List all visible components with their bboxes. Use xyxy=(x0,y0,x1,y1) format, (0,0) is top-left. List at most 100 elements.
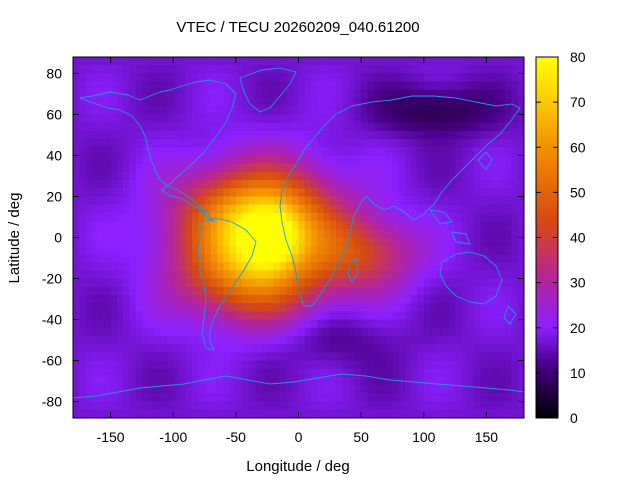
heatmap-cell xyxy=(148,81,156,91)
y-tick-label: 60 xyxy=(46,106,62,122)
heatmap-cell xyxy=(505,130,513,140)
heatmap-cell xyxy=(185,311,193,321)
heatmap-cell xyxy=(379,114,387,124)
heatmap-cell xyxy=(411,393,419,403)
heatmap-cell xyxy=(373,303,381,312)
heatmap-cell xyxy=(292,262,300,271)
heatmap-cell xyxy=(511,81,519,91)
heatmap-cell xyxy=(354,319,362,329)
heatmap-cell xyxy=(417,360,425,370)
heatmap-cell xyxy=(398,188,406,198)
heatmap-cell xyxy=(123,393,130,403)
heatmap-cell xyxy=(210,196,218,206)
heatmap-cell xyxy=(329,196,337,206)
heatmap-cell xyxy=(298,180,306,189)
heatmap-cell xyxy=(430,73,437,83)
heatmap-cell xyxy=(411,344,419,353)
heatmap-cell xyxy=(254,237,262,247)
heatmap-cell xyxy=(79,262,87,271)
heatmap-cell xyxy=(304,171,312,181)
heatmap-cell xyxy=(404,360,412,370)
heatmap-cell xyxy=(379,278,387,288)
heatmap-cell xyxy=(79,229,87,239)
heatmap-cell xyxy=(480,130,488,140)
heatmap-cell xyxy=(179,327,187,337)
heatmap-cell xyxy=(329,180,337,189)
heatmap-cell xyxy=(511,229,519,239)
heatmap-cell xyxy=(242,335,249,345)
heatmap-cell xyxy=(104,311,112,321)
heatmap-cell xyxy=(217,114,224,124)
heatmap-cell xyxy=(323,106,331,116)
heatmap-cell xyxy=(430,81,437,91)
heatmap-cell xyxy=(248,180,256,189)
heatmap-cell xyxy=(129,393,137,403)
heatmap-cell xyxy=(79,163,87,173)
heatmap-cell xyxy=(411,163,419,173)
heatmap-cell xyxy=(505,311,513,321)
heatmap-cell xyxy=(398,196,406,206)
heatmap-cell xyxy=(455,147,462,157)
heatmap-cell xyxy=(367,270,375,280)
heatmap-cell xyxy=(129,147,137,157)
heatmap-cell xyxy=(348,196,356,206)
heatmap-cell xyxy=(104,368,112,378)
heatmap-cell xyxy=(123,122,130,132)
heatmap-cell xyxy=(354,344,362,353)
heatmap-cell xyxy=(135,401,143,411)
heatmap-cell xyxy=(173,196,181,206)
heatmap-cell xyxy=(386,147,394,157)
heatmap-cell xyxy=(248,360,256,370)
heatmap-cell xyxy=(217,393,224,403)
heatmap-cell xyxy=(398,130,406,140)
heatmap-cell xyxy=(204,245,212,255)
heatmap-cell xyxy=(480,204,488,214)
heatmap-cell xyxy=(417,401,425,411)
heatmap-cell xyxy=(185,122,193,132)
heatmap-cell xyxy=(417,171,425,181)
heatmap-cell xyxy=(235,253,243,263)
heatmap-cell xyxy=(248,253,256,263)
heatmap-cell xyxy=(235,106,243,116)
heatmap-cell xyxy=(260,294,268,304)
heatmap-cell xyxy=(192,147,199,157)
heatmap-cell xyxy=(398,147,406,157)
heatmap-cell xyxy=(329,147,337,157)
heatmap-cell xyxy=(517,147,524,157)
heatmap-cell xyxy=(79,180,87,189)
heatmap-cell xyxy=(455,253,462,263)
heatmap-cell xyxy=(116,98,124,107)
heatmap-cell xyxy=(273,253,281,263)
heatmap-cell xyxy=(442,335,450,345)
heatmap-cell xyxy=(254,311,262,321)
heatmap-cell xyxy=(110,409,118,418)
heatmap-cell xyxy=(404,73,412,83)
heatmap-cell xyxy=(336,98,343,107)
heatmap-cell xyxy=(154,368,162,378)
heatmap-cell xyxy=(361,114,368,124)
heatmap-cell xyxy=(311,139,318,148)
heatmap-cell xyxy=(430,106,437,116)
heatmap-cell xyxy=(279,270,287,280)
heatmap-cell xyxy=(279,409,287,418)
heatmap-cell xyxy=(198,221,206,230)
heatmap-cell xyxy=(304,278,312,288)
heatmap-cell xyxy=(98,122,105,132)
heatmap-cell xyxy=(217,106,224,116)
heatmap-cell xyxy=(336,180,343,189)
heatmap-cell xyxy=(285,319,293,329)
heatmap-cell xyxy=(298,204,306,214)
heatmap-cell xyxy=(461,57,469,66)
heatmap-cell xyxy=(123,114,130,124)
heatmap-cell xyxy=(141,229,149,239)
heatmap-cell xyxy=(392,278,400,288)
heatmap-cell xyxy=(173,393,181,403)
heatmap-cell xyxy=(98,163,105,173)
heatmap-cell xyxy=(423,106,431,116)
heatmap-cell xyxy=(192,335,199,345)
heatmap-cell xyxy=(248,319,256,329)
heatmap-cell xyxy=(210,180,218,189)
heatmap-cell xyxy=(292,253,300,263)
heatmap-cell xyxy=(285,204,293,214)
heatmap-cell xyxy=(104,327,112,337)
